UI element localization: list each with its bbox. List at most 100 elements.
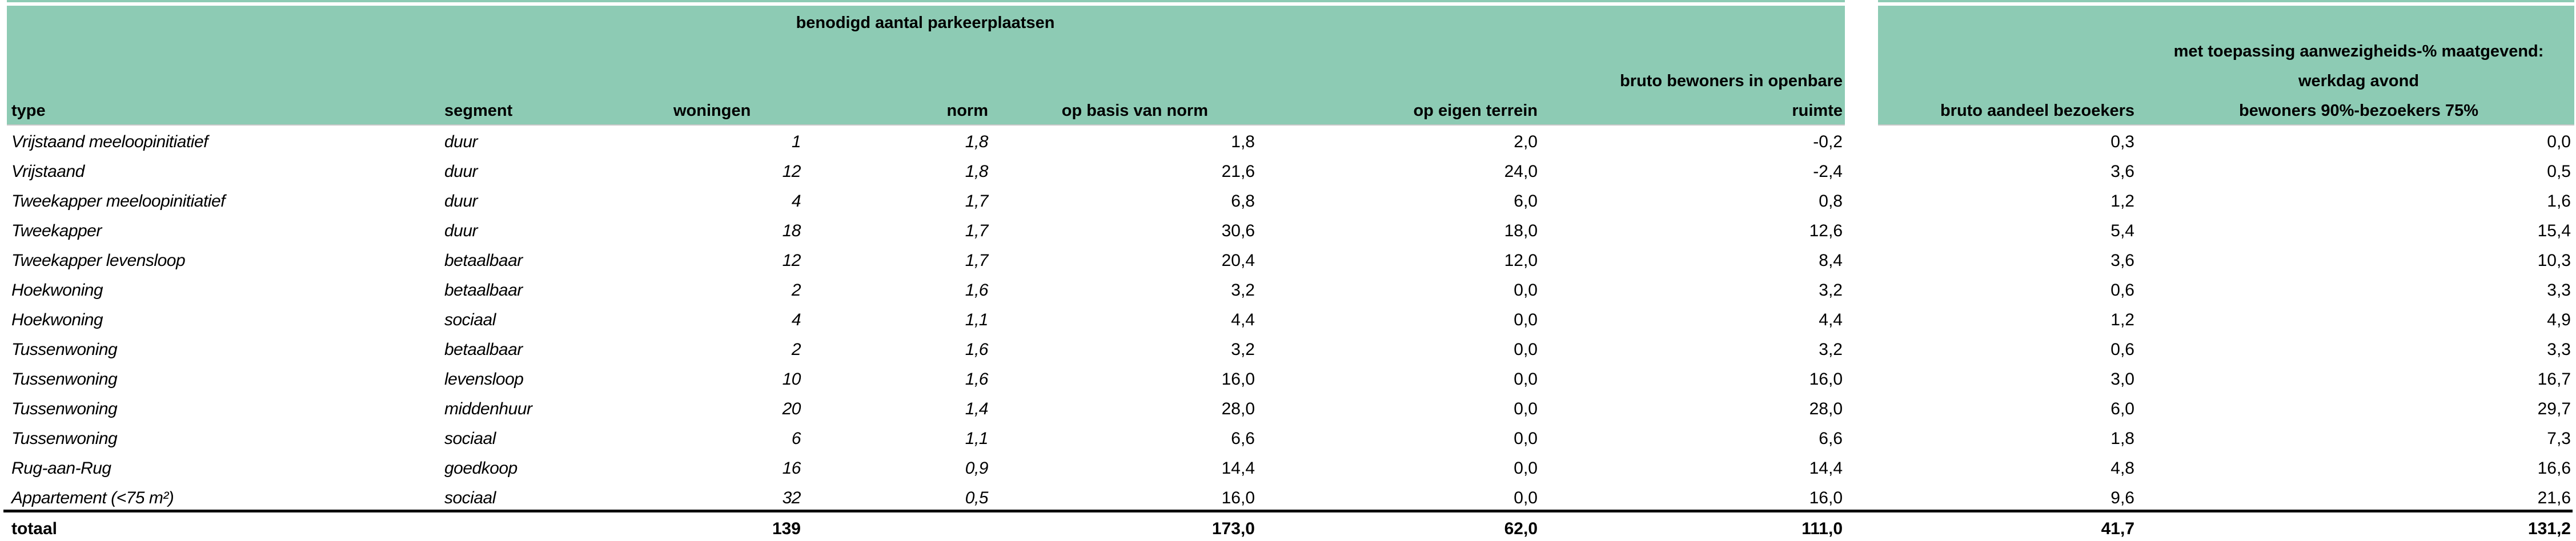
cell-op-eigen-terrein[interactable]: 6,0 xyxy=(1514,192,1538,211)
total-cell-op-basis-van-norm[interactable]: 173,0 xyxy=(1211,519,1255,538)
cell-woningen[interactable]: 6 xyxy=(791,429,801,448)
cell-op-eigen-terrein[interactable]: 0,0 xyxy=(1514,340,1538,359)
col-header-bruto-aandeel-bezoekers[interactable]: bruto aandeel bezoekers xyxy=(1940,102,2134,120)
cell-op-eigen-terrein[interactable]: 0,0 xyxy=(1514,459,1538,478)
cell-woningen[interactable]: 10 xyxy=(782,370,801,389)
cell-op-eigen-terrein[interactable]: 24,0 xyxy=(1504,162,1538,181)
cell-maatgevend-werkdag-avond[interactable]: 0,5 xyxy=(2547,162,2571,181)
cell-segment[interactable]: sociaal xyxy=(444,310,496,329)
cell-bruto-aandeel-bezoekers[interactable]: 3,6 xyxy=(2110,162,2134,181)
col-header-woningen[interactable]: woningen xyxy=(673,102,751,120)
col-header-type[interactable]: type xyxy=(11,102,46,120)
cell-bruto-aandeel-bezoekers[interactable]: 1,2 xyxy=(2110,192,2134,211)
cell-maatgevend-werkdag-avond[interactable]: 16,7 xyxy=(2537,370,2571,389)
cell-bruto-aandeel-bezoekers[interactable]: 0,6 xyxy=(2110,340,2134,359)
cell-bruto-aandeel-bezoekers[interactable]: 9,6 xyxy=(2110,488,2134,507)
cell-segment[interactable]: duur xyxy=(444,192,478,211)
cell-op-basis-van-norm[interactable]: 16,0 xyxy=(1221,488,1255,507)
cell-bruto-aandeel-bezoekers[interactable]: 0,3 xyxy=(2110,132,2134,151)
cell-woningen[interactable]: 12 xyxy=(782,162,801,181)
cell-op-basis-van-norm[interactable]: 6,6 xyxy=(1231,429,1255,448)
cell-woningen[interactable]: 2 xyxy=(791,340,801,359)
cell-type[interactable]: Tussenwoning xyxy=(11,370,118,389)
cell-woningen[interactable]: 12 xyxy=(782,251,801,270)
cell-op-basis-van-norm[interactable]: 14,4 xyxy=(1221,459,1255,478)
cell-bruto-aandeel-bezoekers[interactable]: 1,2 xyxy=(2110,310,2134,329)
cell-segment[interactable]: duur xyxy=(444,221,478,240)
cell-norm[interactable]: 1,7 xyxy=(965,192,989,211)
cell-type[interactable]: Appartement (<75 m²) xyxy=(11,488,174,507)
cell-bruto-aandeel-bezoekers[interactable]: 3,6 xyxy=(2110,251,2134,270)
col-header-segment[interactable]: segment xyxy=(444,102,513,120)
cell-bruto-bewoners-openbare-ruimte[interactable]: 16,0 xyxy=(1809,488,1843,507)
cell-op-basis-van-norm[interactable]: 21,6 xyxy=(1221,162,1255,181)
cell-maatgevend-werkdag-avond[interactable]: 10,3 xyxy=(2537,251,2571,270)
cell-bruto-bewoners-openbare-ruimte[interactable]: 28,0 xyxy=(1809,399,1843,418)
cell-bruto-bewoners-openbare-ruimte[interactable]: 6,6 xyxy=(1819,429,1843,448)
cell-bruto-bewoners-openbare-ruimte[interactable]: 16,0 xyxy=(1809,370,1843,389)
cell-norm[interactable]: 1,6 xyxy=(965,370,989,389)
cell-op-basis-van-norm[interactable]: 16,0 xyxy=(1221,370,1255,389)
cell-op-eigen-terrein[interactable]: 2,0 xyxy=(1514,132,1538,151)
cell-op-basis-van-norm[interactable]: 6,8 xyxy=(1231,192,1255,211)
cell-type[interactable]: Tweekapper xyxy=(11,221,102,240)
total-cell-op-eigen-terrein[interactable]: 62,0 xyxy=(1504,519,1538,538)
cell-bruto-bewoners-openbare-ruimte[interactable]: 3,2 xyxy=(1819,281,1843,300)
total-cell-maatgevend-werkdag-avond[interactable]: 131,2 xyxy=(2527,519,2571,538)
cell-norm[interactable]: 1,6 xyxy=(965,340,989,359)
cell-bruto-aandeel-bezoekers[interactable]: 4,8 xyxy=(2110,459,2134,478)
cell-type[interactable]: Tweekapper meeloopinitiatief xyxy=(11,192,226,211)
cell-type[interactable]: Hoekwoning xyxy=(11,310,103,329)
cell-op-basis-van-norm[interactable]: 20,4 xyxy=(1221,251,1255,270)
cell-bruto-bewoners-openbare-ruimte[interactable]: 0,8 xyxy=(1819,192,1843,211)
cell-op-eigen-terrein[interactable]: 0,0 xyxy=(1514,370,1538,389)
cell-op-basis-van-norm[interactable]: 3,2 xyxy=(1231,340,1255,359)
cell-maatgevend-werkdag-avond[interactable]: 4,9 xyxy=(2547,310,2571,329)
col-header-norm[interactable]: norm xyxy=(946,102,989,120)
cell-type[interactable]: Tussenwoning xyxy=(11,340,118,359)
total-cell-bruto-bewoners-openbare-ruimte[interactable]: 111,0 xyxy=(1801,519,1843,538)
cell-woningen[interactable]: 4 xyxy=(791,192,801,211)
col-header-op-eigen-terrein[interactable]: op eigen terrein xyxy=(1413,102,1538,120)
cell-bruto-aandeel-bezoekers[interactable]: 6,0 xyxy=(2110,399,2134,418)
cell-maatgevend-werkdag-avond[interactable]: 29,7 xyxy=(2537,399,2571,418)
cell-bruto-bewoners-openbare-ruimte[interactable]: -0,2 xyxy=(1813,132,1843,151)
cell-bruto-aandeel-bezoekers[interactable]: 3,0 xyxy=(2110,370,2134,389)
cell-bruto-aandeel-bezoekers[interactable]: 1,8 xyxy=(2110,429,2134,448)
cell-norm[interactable]: 1,6 xyxy=(965,281,989,300)
cell-segment[interactable]: sociaal xyxy=(444,429,496,448)
cell-maatgevend-werkdag-avond[interactable]: 0,0 xyxy=(2547,132,2571,151)
cell-op-eigen-terrein[interactable]: 12,0 xyxy=(1504,251,1538,270)
cell-segment[interactable]: duur xyxy=(444,132,478,151)
cell-norm[interactable]: 1,7 xyxy=(965,221,989,240)
cell-woningen[interactable]: 18 xyxy=(782,221,801,240)
cell-type[interactable]: Vrijstaand meeloopinitiatief xyxy=(11,132,208,151)
cell-maatgevend-werkdag-avond[interactable]: 15,4 xyxy=(2537,221,2571,240)
cell-type[interactable]: Hoekwoning xyxy=(11,281,103,300)
cell-segment[interactable]: levensloop xyxy=(444,370,524,389)
cell-type[interactable]: Tussenwoning xyxy=(11,399,118,418)
cell-bruto-bewoners-openbare-ruimte[interactable]: 8,4 xyxy=(1819,251,1843,270)
cell-bruto-bewoners-openbare-ruimte[interactable]: -2,4 xyxy=(1813,162,1843,181)
cell-norm[interactable]: 0,9 xyxy=(965,459,989,478)
col-header-bruto-bewoners-openbare-ruimte[interactable]: bruto bewoners in openbare ruimte xyxy=(1620,72,1843,120)
cell-bruto-aandeel-bezoekers[interactable]: 5,4 xyxy=(2110,221,2134,240)
cell-segment[interactable]: betaalbaar xyxy=(444,281,523,300)
cell-type[interactable]: Tweekapper levensloop xyxy=(11,251,186,270)
col-header-maatgevend-werkdag-avond[interactable]: met toepassing aanwezigheids-% maatgeven… xyxy=(2173,42,2544,120)
total-cell-bruto-aandeel-bezoekers[interactable]: 41,7 xyxy=(2101,519,2134,538)
cell-bruto-aandeel-bezoekers[interactable]: 0,6 xyxy=(2110,281,2134,300)
cell-op-eigen-terrein[interactable]: 0,0 xyxy=(1514,399,1538,418)
cell-segment[interactable]: duur xyxy=(444,162,478,181)
cell-bruto-bewoners-openbare-ruimte[interactable]: 12,6 xyxy=(1809,221,1843,240)
cell-segment[interactable]: goedkoop xyxy=(444,459,517,478)
cell-norm[interactable]: 0,5 xyxy=(965,488,989,507)
cell-op-eigen-terrein[interactable]: 0,0 xyxy=(1514,310,1538,329)
cell-segment[interactable]: middenhuur xyxy=(444,399,532,418)
cell-segment[interactable]: sociaal xyxy=(444,488,496,507)
total-cell-type[interactable]: totaal xyxy=(11,519,58,538)
cell-op-basis-van-norm[interactable]: 28,0 xyxy=(1221,399,1255,418)
cell-woningen[interactable]: 20 xyxy=(782,399,801,418)
cell-woningen[interactable]: 4 xyxy=(791,310,801,329)
cell-op-basis-van-norm[interactable]: 3,2 xyxy=(1231,281,1255,300)
